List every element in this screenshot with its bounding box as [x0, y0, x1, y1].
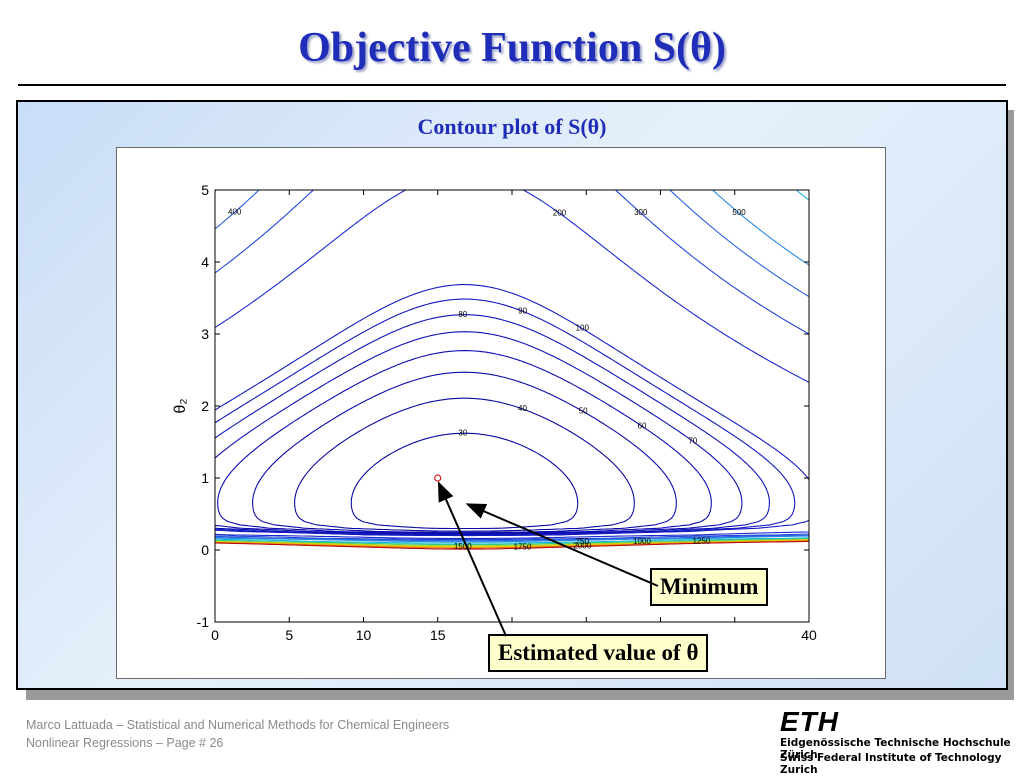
y-tick-label: 1	[201, 470, 209, 486]
contour-label-1250: 1250	[693, 537, 711, 546]
figure-subtitle: Contour plot of S(θ)	[417, 114, 607, 139]
contour-line-40	[294, 397, 635, 532]
contour-line-500	[215, 190, 809, 543]
contour-label-1500: 1500	[454, 542, 472, 551]
footer-course: Marco Lattuada – Statistical and Numeric…	[26, 718, 450, 732]
contour-line-70	[215, 331, 743, 535]
institution-name-en: Swiss Federal Institute of Technology Zu…	[780, 752, 1002, 776]
contour-label-70: 70	[688, 436, 697, 445]
contour-label-300: 300	[634, 208, 648, 217]
contour-label-60: 60	[638, 421, 647, 430]
figure-panel: Contour plot of S(θ) 30 40 50 60 70 80 90 100 20…	[16, 100, 1008, 690]
y-tick-label: 3	[201, 326, 209, 342]
x-tick-label: 15	[430, 627, 446, 643]
institution-name-de: Eidgenössische Technische Hochschule Zür…	[780, 737, 1011, 761]
plot-area: 30 40 50 60 70 80 90 100 200 300 400 500 750 1000 1250…	[116, 147, 886, 679]
contour-label-200: 200	[553, 208, 567, 217]
contour-line-50	[252, 371, 677, 533]
contour-label-80: 80	[458, 310, 467, 319]
x-tick-label: 40	[801, 627, 817, 643]
x-tick-label: 0	[211, 627, 219, 643]
y-tick-label: -1	[197, 614, 210, 630]
contour-label-30: 30	[458, 428, 467, 437]
y-tick-label: 4	[201, 254, 209, 270]
contour-label-400: 400	[228, 207, 242, 216]
contour-line-200	[215, 190, 809, 539]
contour-label-100: 100	[576, 324, 590, 333]
y-tick-label: 5	[201, 182, 209, 198]
contour-line-750	[215, 190, 809, 544]
slide-title: Objective Function S(θ)	[298, 25, 726, 71]
contour-line-60	[217, 350, 712, 534]
y-tick-label: 2	[201, 398, 209, 414]
estimate-callout: Estimated value of θ	[488, 634, 709, 672]
contour-line-90	[215, 298, 796, 536]
contour-line-300	[215, 190, 809, 541]
contour-label-1000: 1000	[633, 537, 651, 546]
contour-line-80	[215, 314, 770, 536]
contour-label-500: 500	[732, 208, 746, 217]
contour-line-400	[215, 190, 809, 542]
contour-line-30	[350, 432, 579, 530]
contour-label-40: 40	[518, 404, 527, 413]
title-rule	[18, 84, 1006, 86]
eth-logo: ETH	[780, 706, 839, 737]
x-tick-label: 5	[285, 627, 293, 643]
contour-label-90: 90	[518, 306, 527, 315]
contour-label-50: 50	[579, 407, 588, 416]
contour-label-1750: 1750	[514, 542, 532, 551]
contour-label-2000: 2000	[573, 542, 591, 551]
minimum-callout: Minimum	[650, 568, 769, 606]
x-tick-label: 10	[356, 627, 372, 643]
y-axis-label: θ₂	[172, 398, 189, 413]
footer-page: Nonlinear Regressions – Page # 26	[26, 736, 224, 750]
estimated-point-marker	[434, 474, 442, 482]
y-tick-label: 0	[201, 542, 209, 558]
contour-lines	[215, 190, 809, 550]
